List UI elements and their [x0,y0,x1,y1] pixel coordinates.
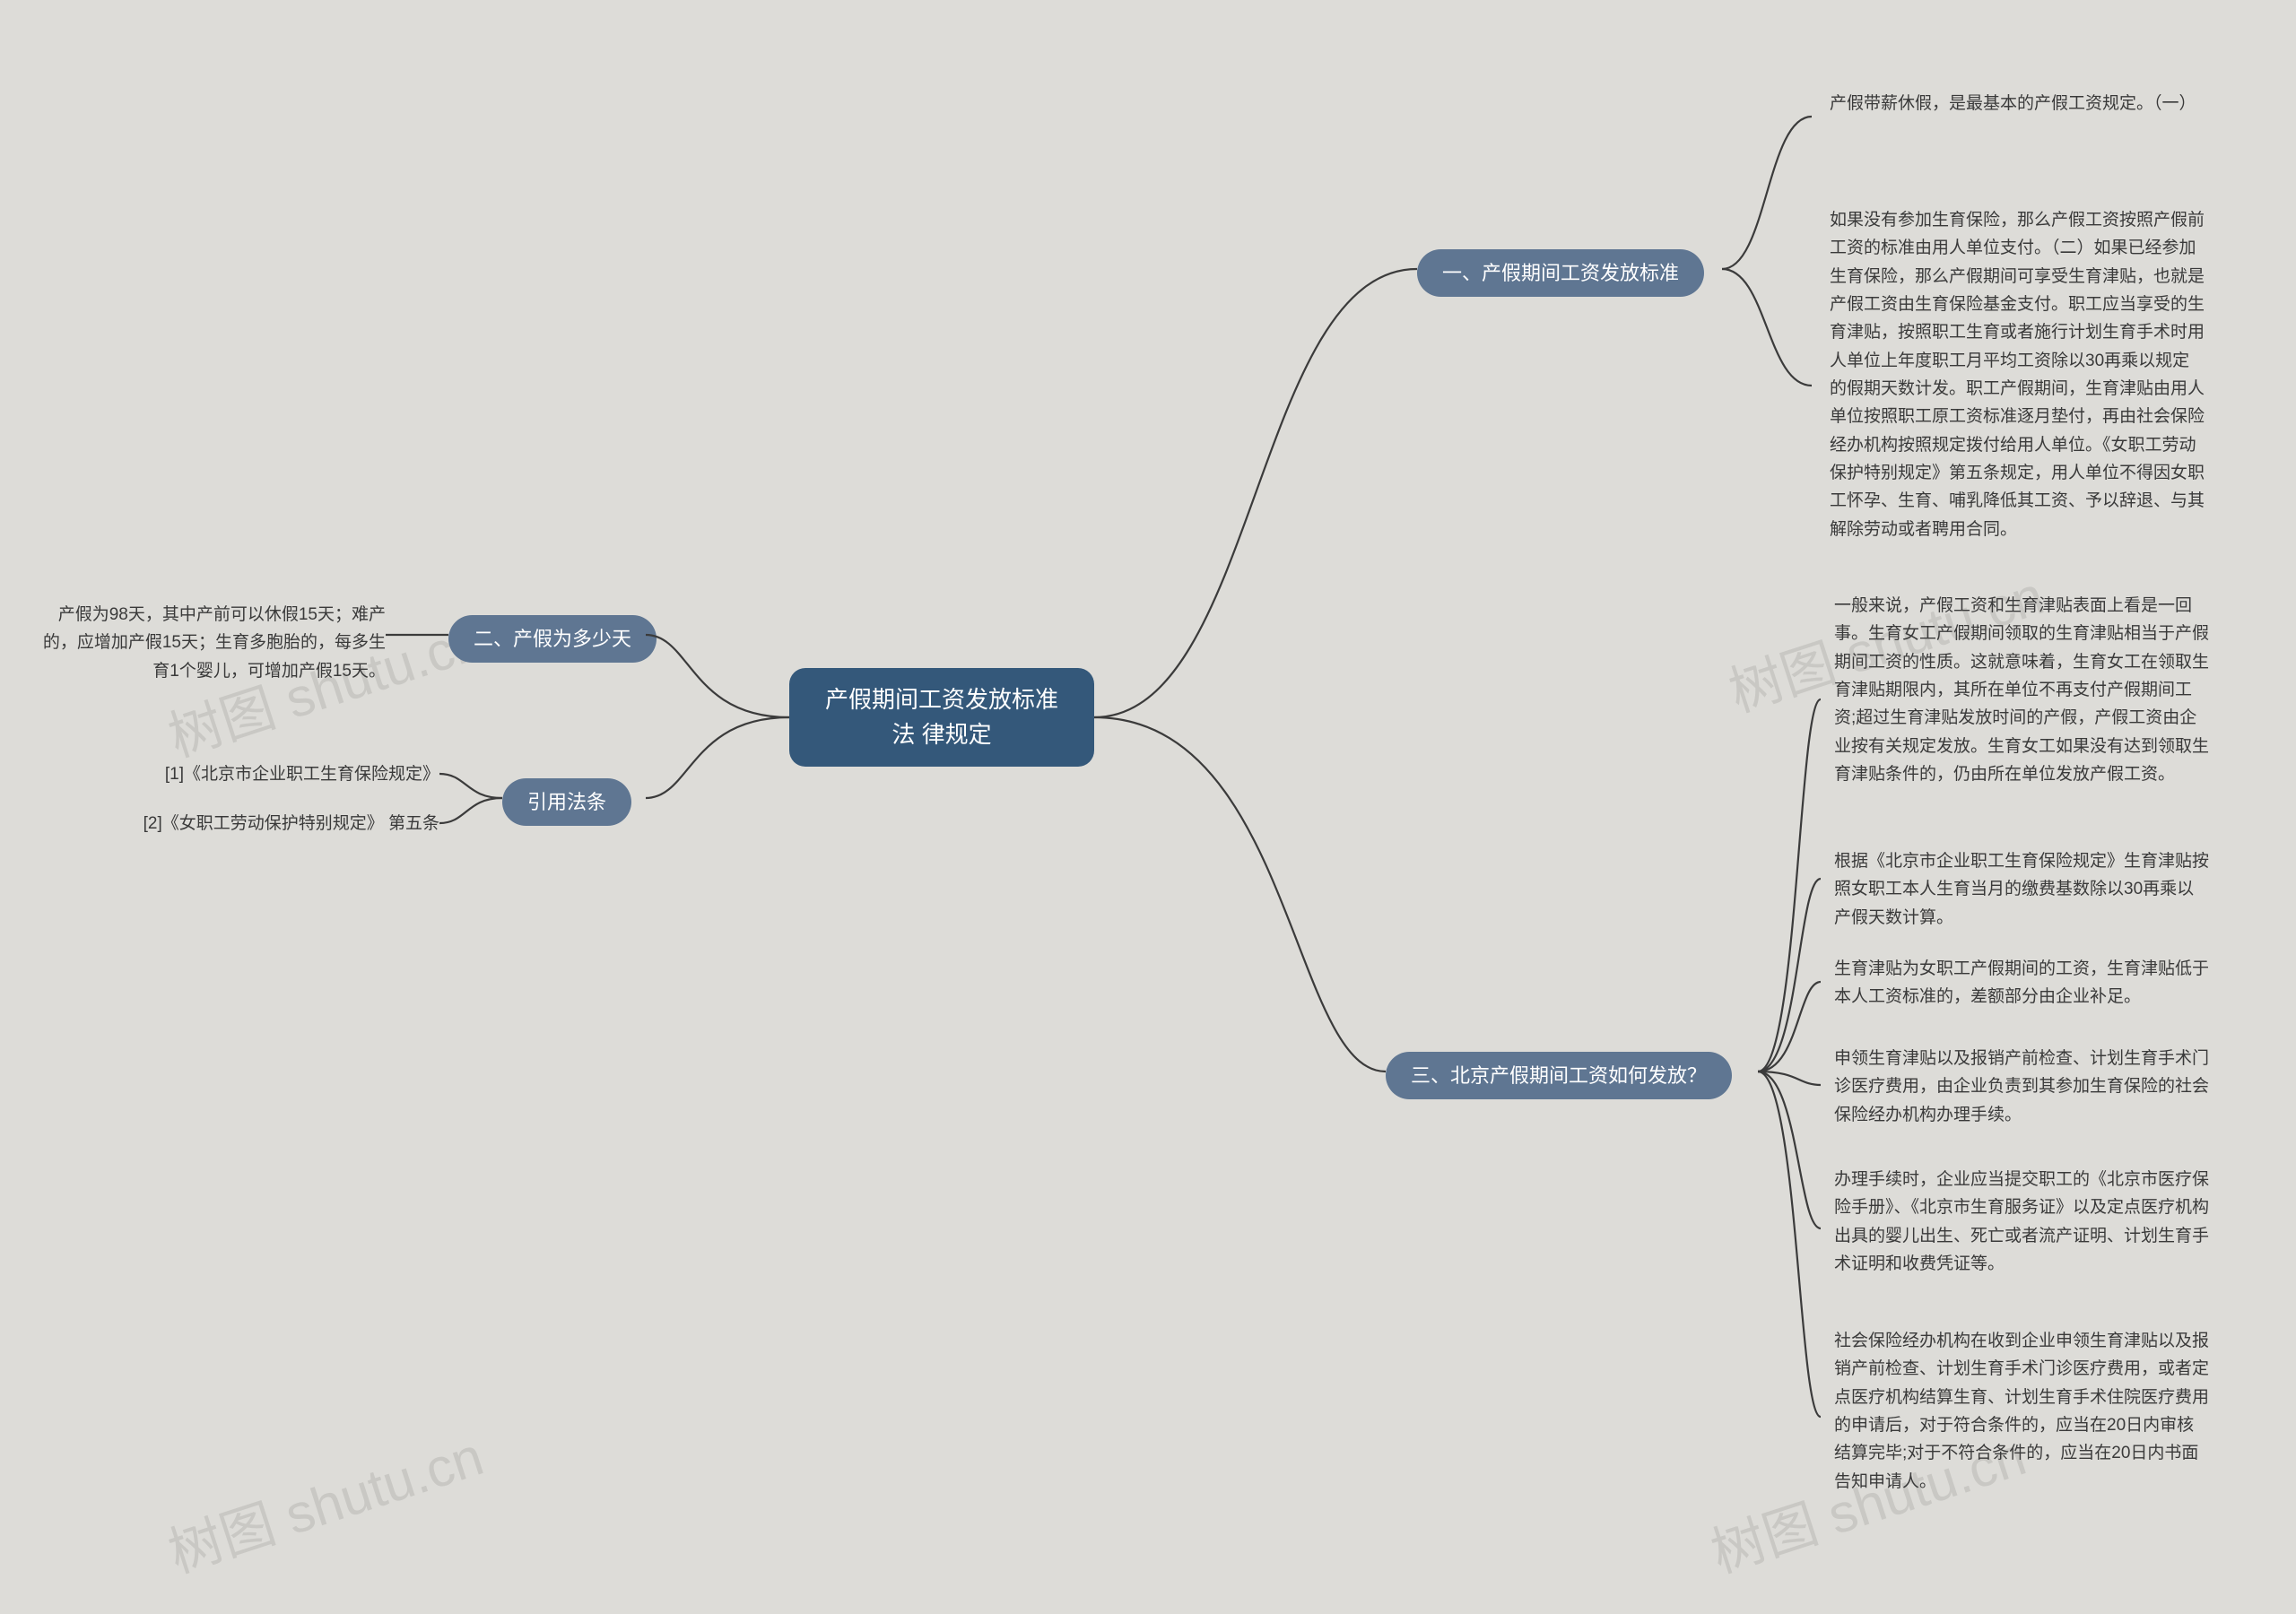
leaf-node: [2]《女职工劳动保护特别规定》 第五条 [108,810,439,837]
leaf-node: 生育津贴为女职工产假期间的工资，生育津贴低于本人工资标准的，差额部分由企业补足。 [1834,955,2211,1011]
root-label: 产假期间工资发放标准法 律规定 [814,682,1069,752]
leaf-node: 根据《北京市企业职工生育保险规定》生育津贴按照女职工本人生育当月的缴费基数除以3… [1834,847,2211,932]
branch-node-2[interactable]: 二、产假为多少天 [448,615,657,663]
root-node[interactable]: 产假期间工资发放标准法 律规定 [789,668,1094,767]
leaf-node: 社会保险经办机构在收到企业申领生育津贴以及报销产前检查、计划生育手术门诊医疗费用… [1834,1327,2211,1496]
mindmap-canvas: 产假期间工资发放标准法 律规定 一、产假期间工资发放标准 产假带薪休假，是最基本… [0,0,2296,1614]
branch-label: 引用法条 [527,787,606,817]
branch-label: 二、产假为多少天 [474,624,631,654]
leaf-node: 产假为98天，其中产前可以休假15天；难产的，应增加产假15天；生育多胞胎的，每… [36,601,386,685]
leaf-node: 如果没有参加生育保险，那么产假工资按照产假前工资的标准由用人单位支付。（二）如果… [1830,206,2206,543]
leaf-node: 办理手续时，企业应当提交职工的《北京市医疗保险手册》、《北京市生育服务证》以及定… [1834,1166,2211,1278]
branch-node-1[interactable]: 一、产假期间工资发放标准 [1417,249,1704,297]
branch-label: 三、北京产假期间工资如何发放？ [1411,1061,1707,1090]
leaf-node: 一般来说，产假工资和生育津贴表面上看是一回事。生育女工产假期间领取的生育津贴相当… [1834,592,2211,788]
branch-node-ref[interactable]: 引用法条 [502,778,631,826]
branch-node-3[interactable]: 三、北京产假期间工资如何发放？ [1386,1052,1732,1099]
branch-label: 一、产假期间工资发放标准 [1442,258,1679,288]
leaf-node: [1]《北京市企业职工生育保险规定》 [117,760,439,788]
leaf-node: 产假带薪休假，是最基本的产假工资规定。（一） [1830,90,2196,117]
leaf-node: 申领生育津贴以及报销产前检查、计划生育手术门诊医疗费用，由企业负责到其参加生育保… [1834,1045,2211,1129]
